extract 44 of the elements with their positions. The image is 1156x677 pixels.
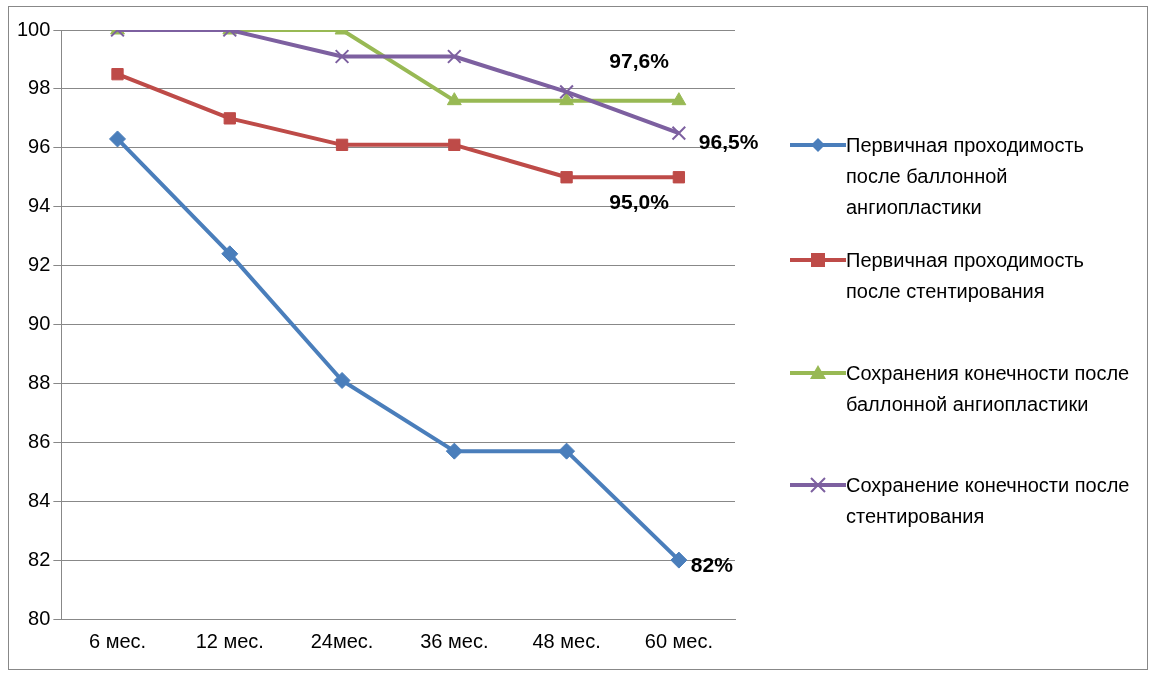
x-tick-label: 6 мес. <box>88 629 147 652</box>
annotation: 97,6% <box>609 49 670 73</box>
y-tick-label: 84 <box>28 488 51 511</box>
point <box>445 442 463 460</box>
point <box>111 68 124 81</box>
point <box>446 92 462 106</box>
x-tick-label: 48 мес. <box>532 629 601 652</box>
x-tick-label: 36 мес. <box>420 629 489 652</box>
point <box>559 92 575 106</box>
y-tick-label: 80 <box>28 606 51 629</box>
y-tick-label: 96 <box>28 135 51 158</box>
y-tick-label: 82 <box>28 547 51 570</box>
x-tick-label: 60 мес. <box>644 629 713 652</box>
legend-label: Сохранение конечности после стентирования <box>846 473 1131 529</box>
annotation: 82% <box>690 552 734 576</box>
legend-label: Первичная проходимость после баллонной ангиопластики <box>846 133 1085 220</box>
y-tick-label: 94 <box>28 194 51 217</box>
legend-label: Первичная проходимость после стентирования <box>846 248 1085 304</box>
y-tick-label: 90 <box>28 312 51 335</box>
point <box>333 371 351 389</box>
point <box>334 49 350 64</box>
point <box>671 92 687 106</box>
point <box>671 125 687 141</box>
legend-label: Сохранения конечности после баллонной ангиопластики <box>846 361 1131 417</box>
y-tick-label: 98 <box>28 76 51 99</box>
point <box>672 171 686 184</box>
point <box>335 138 349 152</box>
y-tick-label: 100 <box>16 17 51 40</box>
x-tick-label: 24мес. <box>310 629 374 652</box>
y-tick-label: 88 <box>28 370 51 393</box>
point <box>223 112 236 125</box>
y-tick-label: 86 <box>28 429 51 452</box>
point <box>558 442 576 460</box>
point <box>560 171 573 184</box>
point <box>109 130 127 148</box>
point <box>446 49 462 64</box>
point <box>448 138 461 152</box>
point <box>221 245 239 263</box>
point <box>670 551 688 569</box>
annotation: 95,0% <box>609 190 670 214</box>
y-tick-label: 92 <box>28 253 51 276</box>
point <box>559 84 574 100</box>
x-tick-label: 12 мес. <box>195 629 264 652</box>
annotation: 96,5% <box>698 129 759 153</box>
